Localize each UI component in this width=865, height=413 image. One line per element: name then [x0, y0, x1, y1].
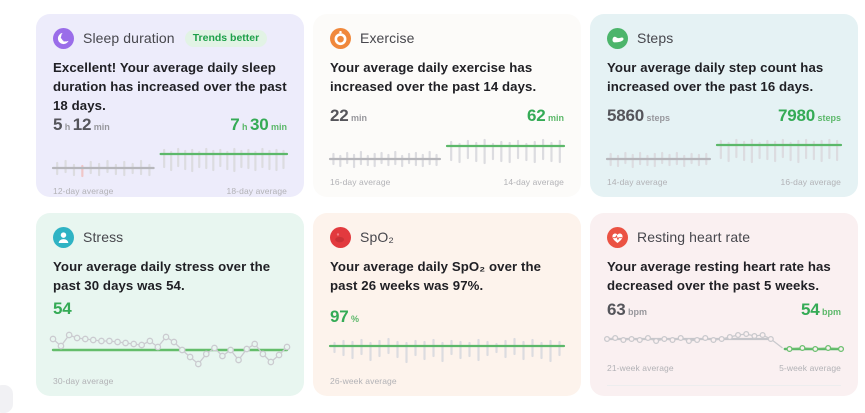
left-axis-label: 16-day average — [330, 177, 391, 187]
right-axis-label: 16-day average — [780, 177, 841, 187]
chart-axis-labels: 12-day average 18-day average — [53, 186, 287, 196]
heart-rate-icon — [607, 226, 628, 248]
card-header: Resting heart rate — [607, 226, 841, 248]
card-title: Resting heart rate — [637, 229, 751, 245]
current-average-value: 7980 steps — [777, 106, 841, 125]
right-axis-label: 18-day average — [226, 186, 287, 197]
right-axis-label: 5-week average — [779, 363, 841, 373]
trend-badge: Trends better — [184, 29, 268, 47]
card-resting-heart-rate[interactable]: Resting heart rate Your average resting … — [590, 213, 858, 396]
card-title: Steps — [637, 30, 674, 46]
trend-chart — [605, 138, 843, 169]
chart-axis-labels: 14-day average 16-day average — [607, 177, 841, 187]
steps-icon — [607, 27, 628, 49]
trend-chart — [328, 337, 566, 364]
card-description: Excellent! Your average daily sleep dura… — [53, 60, 287, 114]
insights-grid: Sleep duration Trends better Excellent! … — [36, 14, 858, 396]
previous-average-value: 63 bpm — [607, 300, 648, 319]
chart-axis-labels: 30-day average — [53, 376, 287, 386]
trend-chart — [49, 331, 291, 368]
exercise-icon — [330, 27, 351, 49]
card-description: Your average resting heart rate has decr… — [607, 259, 831, 294]
card-title: SpO₂ — [360, 229, 394, 245]
left-axis-label: 14-day average — [607, 177, 668, 187]
card-header: Stress — [53, 226, 287, 248]
current-average-value: 7 h 30 min — [230, 115, 287, 135]
previous-average-value: 5860 steps — [607, 106, 671, 125]
values-row: 22 min 62 min — [330, 106, 564, 126]
chart-axis-labels: 21-week average 5-week average — [607, 363, 841, 373]
card-description: Your average daily stress over the past … — [53, 259, 271, 294]
health-insights-page: Sleep duration Trends better Excellent! … — [0, 14, 858, 413]
chart-axis-labels: 26-week average — [330, 376, 564, 386]
list-divider — [607, 385, 841, 386]
trend-chart — [328, 138, 566, 169]
left-axis-label: 26-week average — [330, 376, 397, 386]
card-spo2[interactable]: SpO₂ Your average daily SpO₂ over the pa… — [313, 213, 581, 396]
previous-average-value: 5 h 12 min — [53, 115, 110, 135]
card-title: Sleep duration — [83, 30, 175, 46]
previous-average-value: 22 min — [330, 106, 368, 125]
card-description: Your average daily step count has increa… — [607, 60, 824, 95]
card-title: Stress — [83, 229, 124, 245]
values-row: 5 h 12 min 7 h 30 min — [53, 115, 287, 135]
trend-chart — [51, 148, 289, 178]
sleep-icon — [53, 27, 74, 49]
average-value: 54 — [53, 299, 72, 318]
trend-chart — [603, 330, 845, 353]
card-header: Steps — [607, 27, 841, 49]
left-axis-label: 12-day average — [53, 186, 114, 197]
card-sleep-duration[interactable]: Sleep duration Trends better Excellent! … — [36, 14, 304, 197]
right-axis-label: 14-day average — [503, 177, 564, 187]
values-row: 97% — [330, 307, 564, 327]
left-axis-label: 30-day average — [53, 376, 114, 386]
card-header: Sleep duration Trends better — [53, 27, 287, 49]
card-stress[interactable]: Stress Your average daily stress over th… — [36, 213, 304, 396]
current-average-value: 54 bpm — [800, 300, 841, 319]
stress-icon — [53, 226, 74, 248]
card-description: Your average daily SpO₂ over the past 26… — [330, 259, 542, 294]
card-description: Your average daily exercise has increase… — [330, 60, 537, 95]
left-axis-label: 21-week average — [607, 363, 674, 373]
card-exercise[interactable]: Exercise Your average daily exercise has… — [313, 14, 581, 197]
values-row: 63 bpm 54 bpm — [607, 300, 841, 320]
page-edge-artifact — [0, 385, 13, 413]
values-row: 5860 steps 7980 steps — [607, 106, 841, 126]
card-title: Exercise — [360, 30, 415, 46]
values-row: 54 — [53, 299, 287, 319]
current-average-value: 62 min — [526, 106, 564, 125]
average-value: 97% — [330, 307, 360, 326]
spo2-icon — [330, 226, 351, 248]
card-header: Exercise — [330, 27, 564, 49]
chart-axis-labels: 16-day average 14-day average — [330, 177, 564, 187]
card-steps[interactable]: Steps Your average daily step count has … — [590, 14, 858, 197]
card-header: SpO₂ — [330, 226, 564, 248]
